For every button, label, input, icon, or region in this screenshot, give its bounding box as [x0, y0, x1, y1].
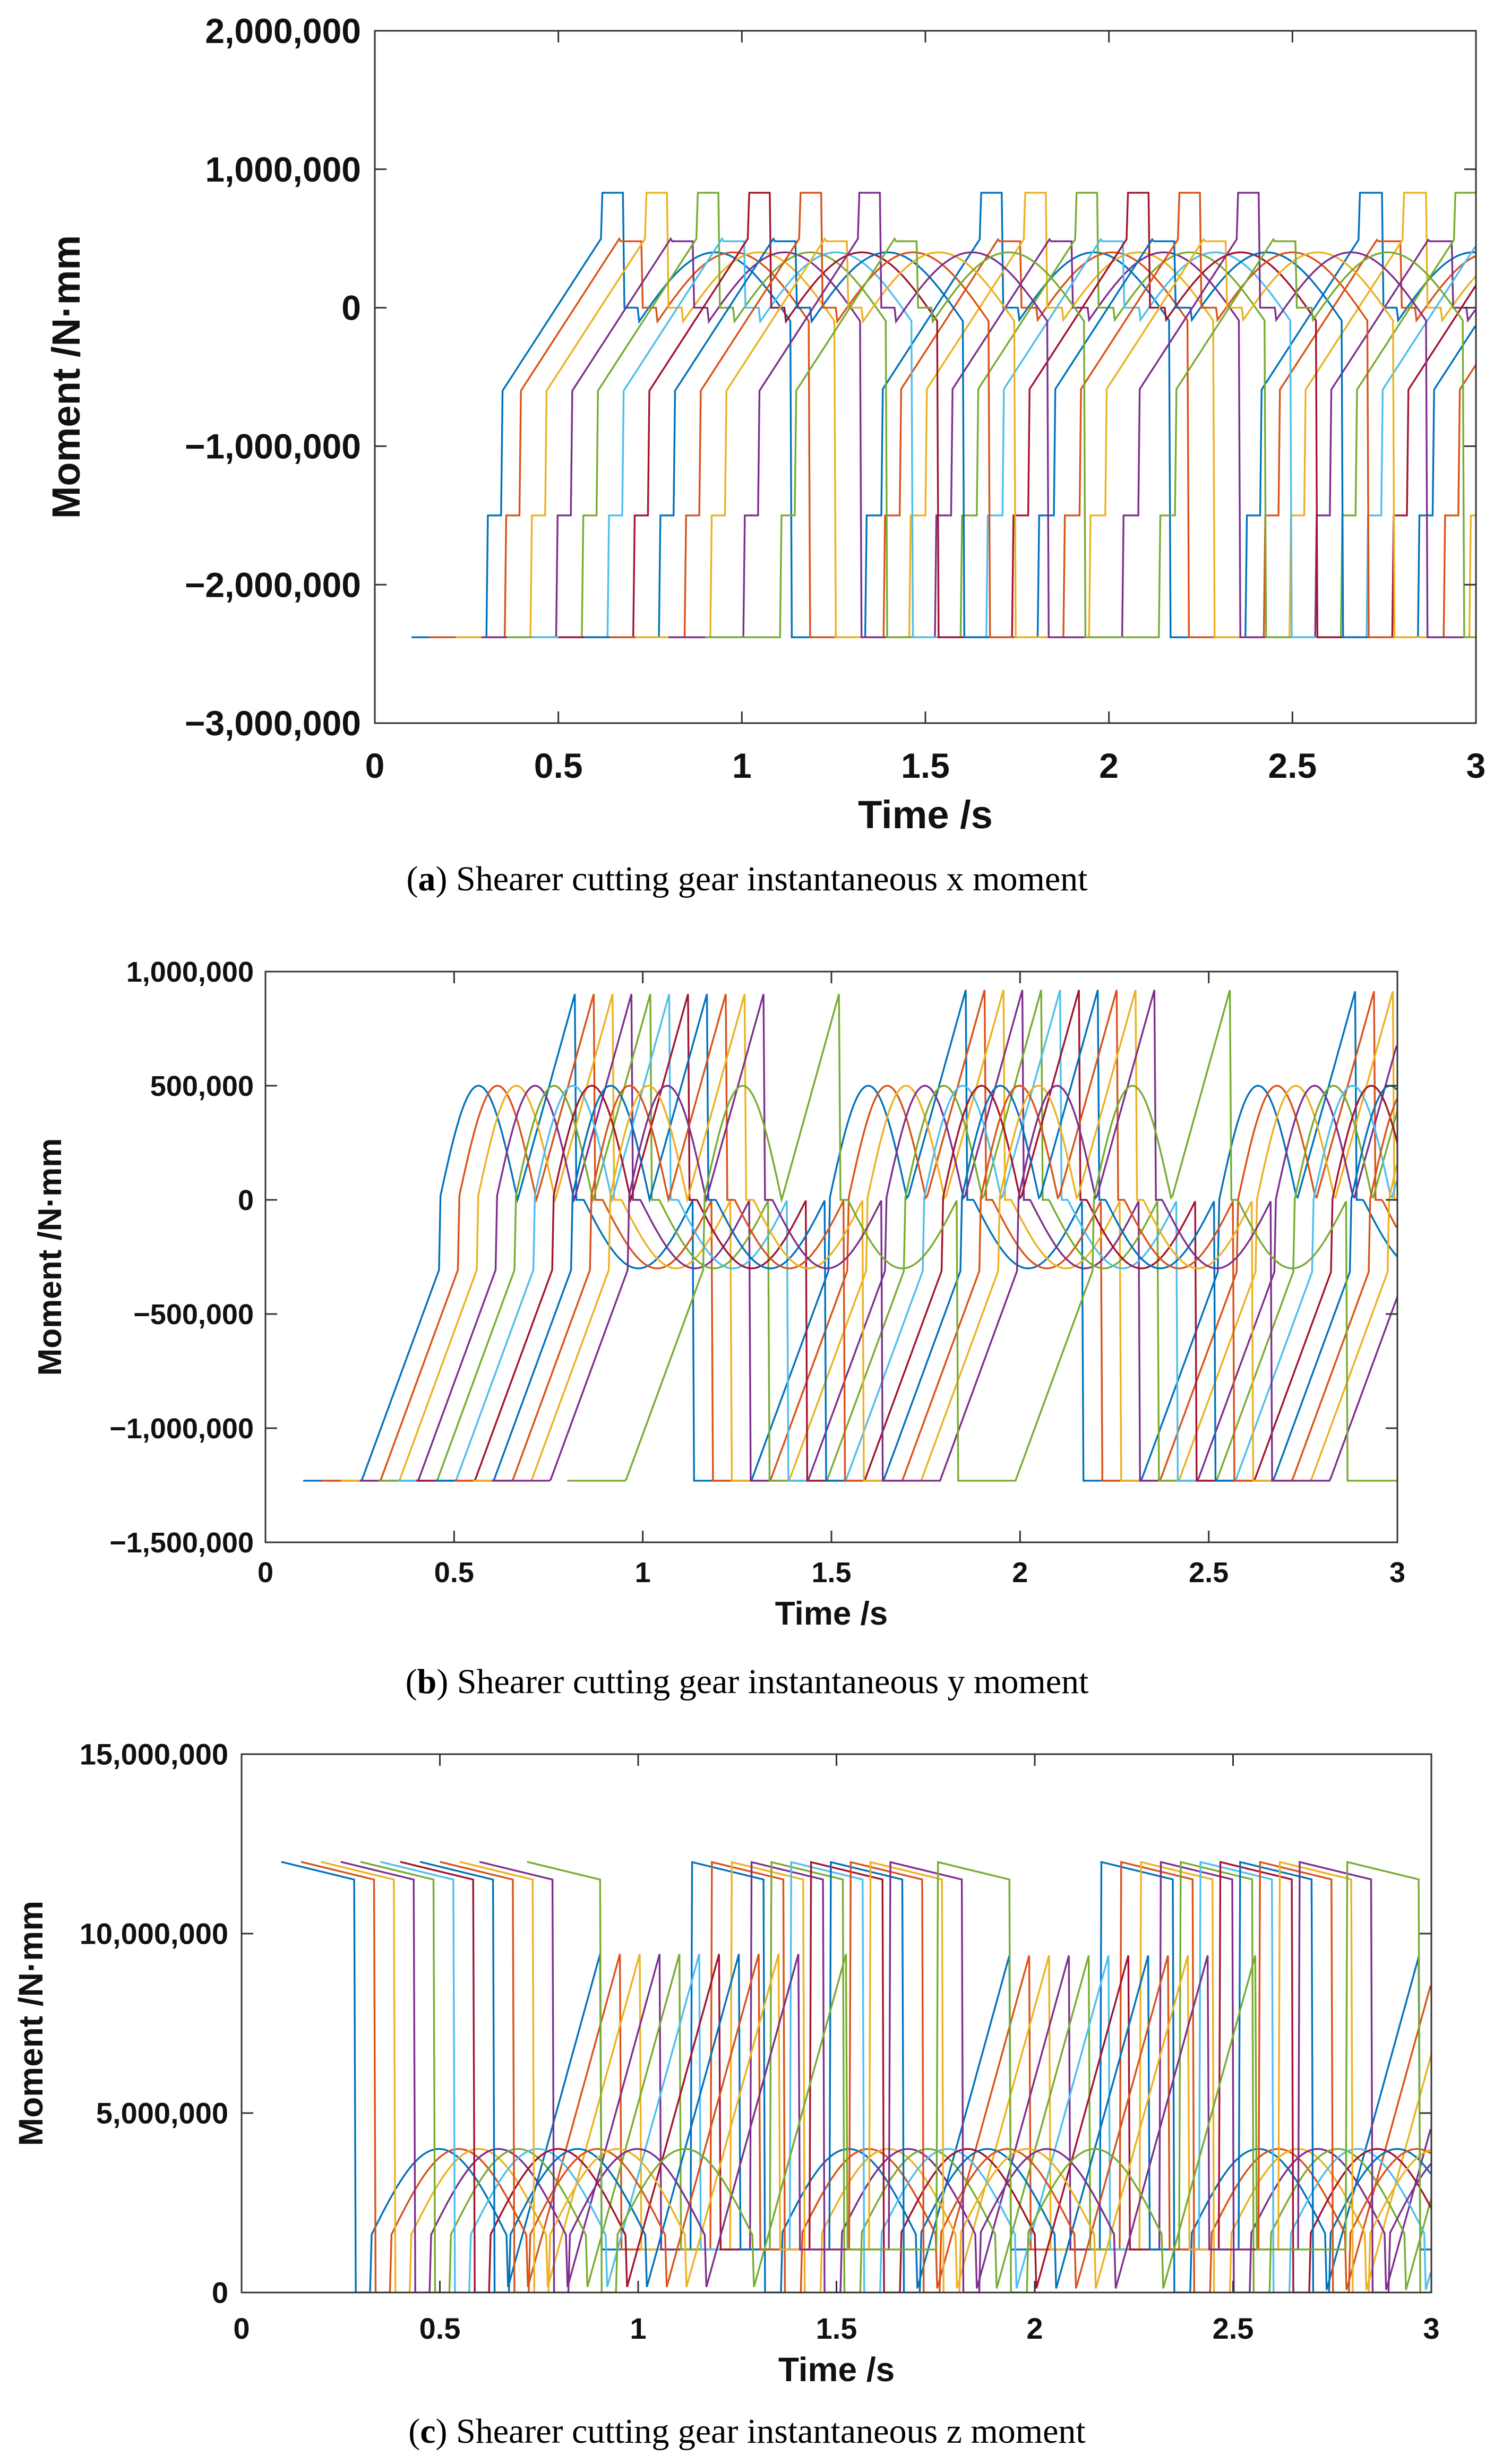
y-tick-label: 0 — [212, 2276, 228, 2310]
y-axis-label: Moment /N·mm — [44, 235, 88, 519]
series-line-9 — [454, 990, 1397, 1482]
series-line-10 — [473, 990, 1397, 1482]
caption-text: Shearer cutting gear instantaneous x mom… — [447, 860, 1088, 898]
y-axis-label: Moment /N·mm — [12, 1901, 50, 2146]
series-line-6 — [380, 1861, 1431, 2293]
x-axis-label: Time /s — [778, 2350, 895, 2389]
x-tick-label: 3 — [1423, 2312, 1439, 2345]
y-tick-label: 0 — [341, 288, 361, 328]
series-line-5 — [379, 990, 1397, 1482]
x-tick-label: 1.5 — [811, 1557, 851, 1589]
x-tick-label: 0.5 — [534, 746, 583, 785]
x-tick-label: 0 — [365, 746, 385, 785]
x-axis-label: Time /s — [858, 793, 993, 837]
x-tick-label: 3 — [1466, 746, 1486, 785]
y-tick-label: 1,000,000 — [205, 150, 361, 189]
x-tick-label: 2.5 — [1189, 1557, 1229, 1589]
x-moment-chart: 0 0.5 1 1.5 2 2.5 3 −3,000,000 −2,000,000 −1,000,… — [44, 11, 1486, 837]
y-tick-label: 2,000,000 — [205, 11, 361, 50]
series-line-2 — [322, 990, 1397, 1482]
series-line-2 — [430, 237, 1476, 639]
series-line-6 — [397, 990, 1397, 1482]
caption-text: Shearer cutting gear instantaneous z mom… — [447, 2412, 1086, 2451]
y-tick-label: −3,000,000 — [185, 703, 361, 743]
y-moment-chart: 0 0.5 1 1.5 2 2.5 3 −1,500,000 −1,000,000 −500,00… — [32, 956, 1405, 1632]
y-tick-label: 0 — [238, 1184, 254, 1216]
x-tick-label: 2.5 — [1213, 2312, 1254, 2345]
y-tick-label: 500,000 — [150, 1070, 254, 1102]
x-tick-label: 1 — [635, 1557, 651, 1589]
caption-y-moment: (b) Shearer cutting gear instantaneous y… — [405, 1662, 1089, 1701]
series-line-11 — [492, 990, 1397, 1482]
x-tick-label: 2 — [1099, 746, 1119, 785]
x-tick-label: 0 — [233, 2312, 250, 2345]
x-tick-label: 2 — [1026, 2312, 1043, 2345]
x-tick-label: 1 — [630, 2312, 646, 2345]
y-tick-label: −500,000 — [133, 1299, 254, 1330]
series-line-11 — [668, 192, 1476, 639]
series-line-3 — [341, 990, 1397, 1482]
y-tick-label: 15,000,000 — [80, 1738, 228, 1771]
y-tick-label: −1,000,000 — [109, 1413, 254, 1445]
x-axis-label: Time /s — [775, 1595, 888, 1632]
y-tick-label: 5,000,000 — [96, 2097, 228, 2130]
x-tick-label: 0 — [257, 1557, 273, 1589]
x-tick-label: 3 — [1389, 1557, 1405, 1589]
x-tick-label: 1.5 — [816, 2312, 857, 2345]
series-line-5 — [360, 1861, 1431, 2293]
caption-letter: b — [417, 1662, 437, 1701]
x-tick-label: 2.5 — [1268, 746, 1317, 785]
caption-x-moment: (a) Shearer cutting gear instantaneous x… — [406, 860, 1088, 898]
y-tick-label: 10,000,000 — [80, 1917, 228, 1951]
series-line-2 — [300, 1861, 1431, 2293]
y-axis-label: Moment /N·mm — [32, 1138, 68, 1376]
series-line-3 — [456, 192, 1476, 639]
chart-panel-y-moment: 0 0.5 1 1.5 2 2.5 3 −1,500,000 −1,000,000 −500,00… — [0, 924, 1494, 1720]
series-line-4 — [359, 990, 1397, 1482]
x-tick-label: 0.5 — [434, 1557, 474, 1589]
series-line-7 — [416, 990, 1397, 1482]
y-tick-label: 1,000,000 — [126, 956, 254, 988]
caption-text: Shearer cutting gear instantaneous y mom… — [448, 1662, 1089, 1701]
series-line-12 — [705, 237, 1476, 639]
plot-frame — [264, 971, 1398, 1543]
series-line-9 — [440, 1861, 1431, 2293]
caption-letter: a — [418, 860, 436, 898]
series-line-7 — [400, 1861, 1431, 2293]
x-tick-label: 2 — [1012, 1557, 1028, 1589]
y-tick-label: −1,500,000 — [109, 1527, 254, 1559]
series-line-7 — [558, 192, 1476, 639]
caption-letter: c — [420, 2412, 436, 2451]
chart-panel-z-moment: 0 0.5 1 1.5 2 2.5 3 0 5,000,000 10,000,000 15,000,… — [0, 1720, 1494, 2464]
x-tick-label: 1 — [732, 746, 752, 785]
x-tick-label: 1.5 — [901, 746, 950, 785]
caption-z-moment: (c) Shearer cutting gear instantaneous z… — [408, 2412, 1086, 2451]
series-line-12 — [567, 990, 1397, 1482]
chart-panel-x-moment: 0 0.5 1 1.5 2 2.5 3 −3,000,000 −2,000,000 −1,000,… — [0, 0, 1494, 924]
series-line-4 — [340, 1861, 1431, 2293]
z-moment-chart: 0 0.5 1 1.5 2 2.5 3 0 5,000,000 10,000,000 15,000,… — [12, 1738, 1440, 2389]
y-tick-label: −2,000,000 — [185, 565, 361, 604]
y-tick-label: −1,000,000 — [185, 427, 361, 466]
x-tick-label: 0.5 — [419, 2312, 461, 2345]
plot-frame — [374, 30, 1477, 724]
series-line-12 — [527, 1861, 1431, 2293]
series-line-3 — [321, 1861, 1431, 2293]
